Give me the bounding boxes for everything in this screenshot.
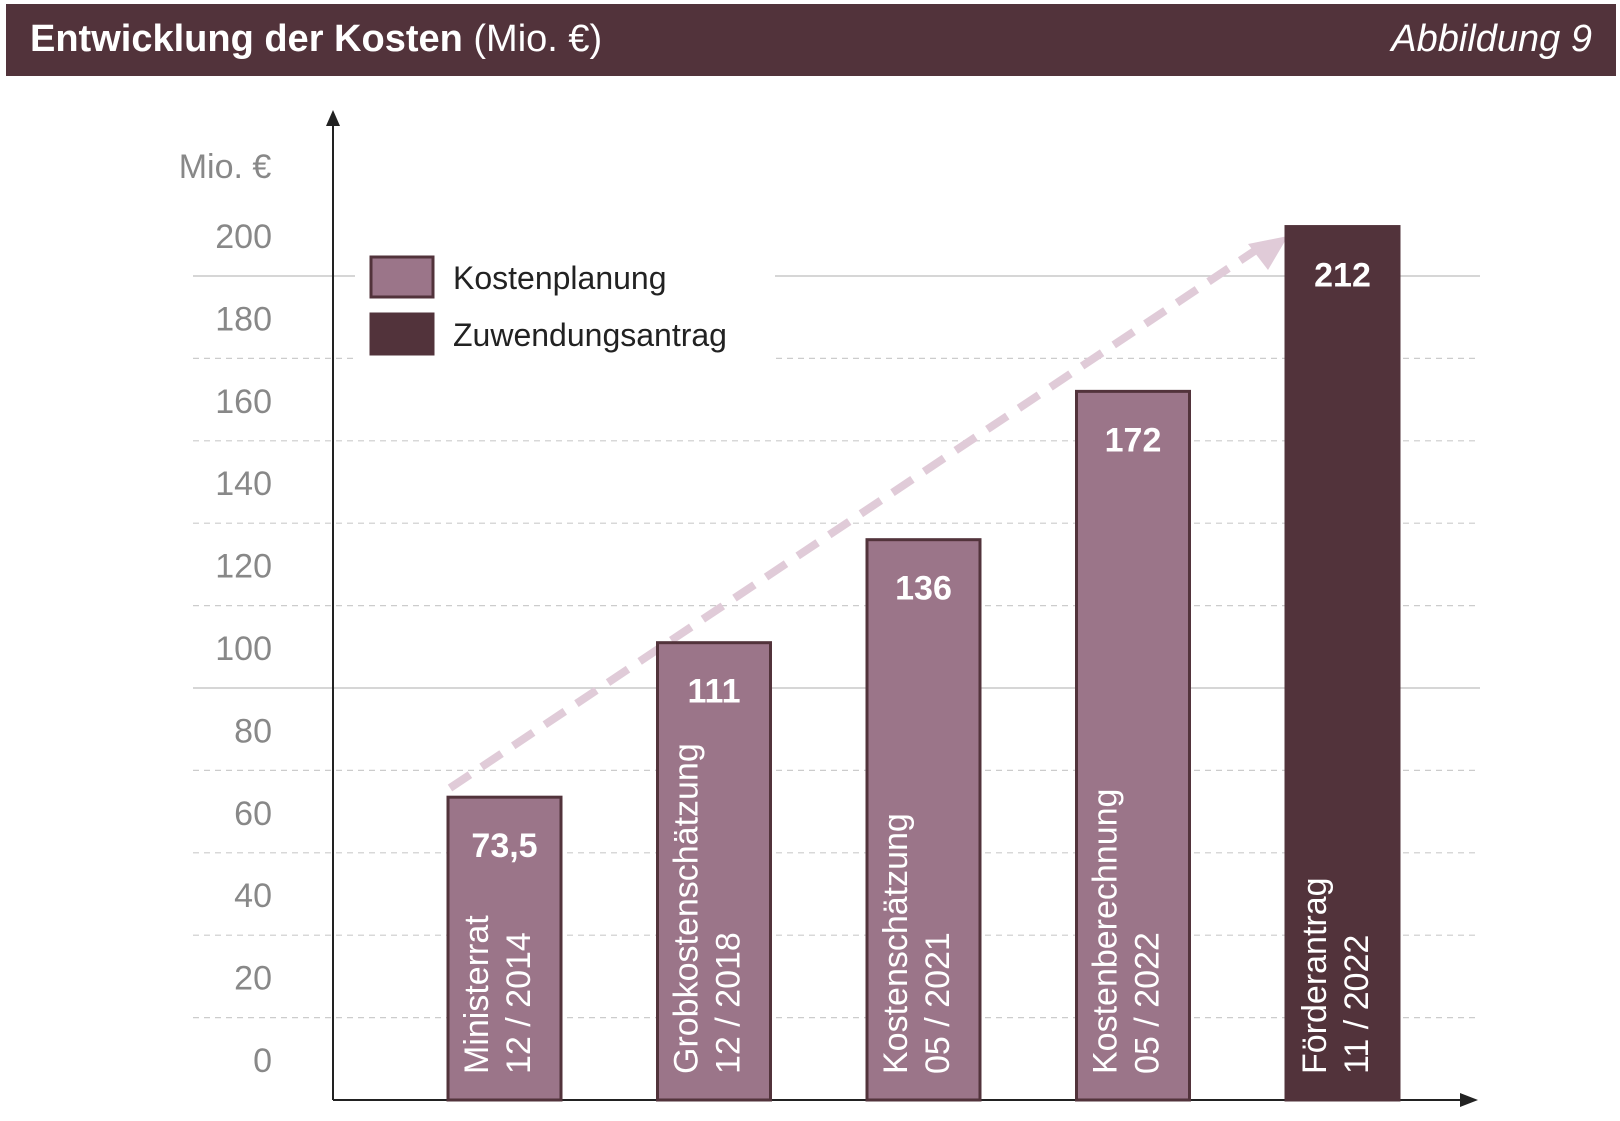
y-tick-label: 160 (215, 383, 272, 421)
y-axis-label: Mio. € (179, 148, 272, 186)
bar (446, 795, 563, 1102)
bar-category-date: 12 / 2014 (500, 932, 538, 1074)
bar (1284, 225, 1401, 1102)
legend-label: Kostenplanung (453, 260, 667, 296)
bar-category-date: 11 / 2022 (1338, 935, 1376, 1074)
figure-label: Abbildung 9 (1391, 18, 1592, 60)
y-tick-labels: 0 20 40 60 80 100 120 140 160 180 200 (215, 218, 272, 1080)
trend-arrow-head-icon (1248, 236, 1288, 270)
trend-arrow-line (447, 242, 1265, 792)
y-tick-label: 0 (253, 1042, 272, 1080)
bar-category-label: Grobkostenschätzung (668, 743, 706, 1074)
y-tick-label: 100 (215, 630, 272, 668)
x-axis-arrow-icon (1460, 1093, 1478, 1107)
y-tick-label: 120 (215, 548, 272, 586)
trend-arrow (447, 236, 1288, 792)
bar (865, 538, 982, 1102)
chart-title-main: Entwicklung der Kosten (30, 18, 463, 60)
legend-swatch (369, 312, 435, 356)
bar (656, 641, 772, 1102)
y-tick-label: 40 (234, 877, 272, 915)
y-tick-label: 200 (215, 218, 272, 256)
bar-category-date: 05 / 2022 (1129, 932, 1167, 1074)
legend: Kostenplanung Zuwendungsantrag (355, 245, 775, 360)
bar-value-label: 212 (1314, 257, 1371, 295)
legend-label: Zuwendungsantrag (453, 317, 727, 353)
bar-value-label: 172 (1105, 421, 1162, 459)
y-tick-label: 140 (215, 465, 272, 503)
bar-category-date: 05 / 2021 (919, 932, 957, 1074)
bar-category-label: Förderantrag (1296, 877, 1334, 1074)
bar-value-label: 111 (688, 673, 741, 711)
legend-swatch (369, 255, 435, 299)
bar-value-label: 73,5 (471, 827, 537, 865)
figure-header: Entwicklung der Kosten (Mio. €) Abbildun… (6, 4, 1616, 76)
bar (1075, 389, 1191, 1102)
chart-title-unit: (Mio. €) (462, 18, 603, 60)
y-axis-arrow-icon (326, 110, 340, 126)
y-tick-label: 80 (234, 712, 272, 750)
bar-value-label: 136 (895, 570, 952, 608)
y-tick-label: 180 (215, 300, 272, 338)
bars: 73,5 Ministerrat 12 / 2014 111 Grobkostensch… (446, 225, 1401, 1102)
y-tick-label: 60 (234, 795, 272, 833)
bar-category-label: Ministerrat (458, 915, 496, 1074)
bar-category-date: 12 / 2018 (710, 932, 748, 1074)
bar-category-label: Kostenschätzung (877, 813, 915, 1074)
y-tick-label: 20 (234, 960, 272, 998)
bar-category-label: Kostenberechnung (1087, 789, 1125, 1074)
grid-lines (193, 275, 1480, 1019)
chart-title: Entwicklung der Kosten (Mio. €) (30, 18, 602, 61)
